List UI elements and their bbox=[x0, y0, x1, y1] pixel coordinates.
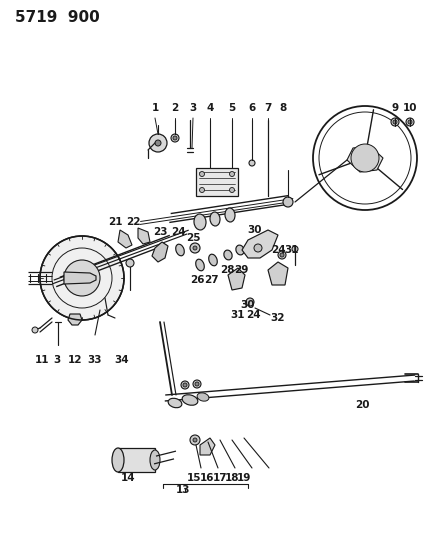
Text: 5: 5 bbox=[229, 103, 236, 113]
Circle shape bbox=[173, 136, 177, 140]
Ellipse shape bbox=[225, 208, 235, 222]
Text: 4: 4 bbox=[206, 103, 214, 113]
Text: 27: 27 bbox=[204, 275, 218, 285]
Text: 32: 32 bbox=[271, 313, 285, 323]
Circle shape bbox=[406, 118, 414, 126]
Text: 9: 9 bbox=[392, 103, 398, 113]
Text: 7: 7 bbox=[265, 103, 272, 113]
Text: 25: 25 bbox=[186, 233, 200, 243]
Polygon shape bbox=[242, 230, 278, 258]
Circle shape bbox=[149, 134, 167, 152]
Text: 30: 30 bbox=[241, 300, 255, 310]
Text: 14: 14 bbox=[121, 473, 135, 483]
Polygon shape bbox=[228, 268, 245, 290]
Text: 8: 8 bbox=[279, 103, 287, 113]
Text: 29: 29 bbox=[234, 265, 248, 275]
Text: 3: 3 bbox=[189, 103, 196, 113]
Circle shape bbox=[280, 253, 284, 257]
Circle shape bbox=[254, 244, 262, 252]
Circle shape bbox=[246, 298, 254, 306]
Circle shape bbox=[126, 259, 134, 267]
Text: 24: 24 bbox=[270, 245, 285, 255]
Ellipse shape bbox=[194, 214, 206, 230]
Circle shape bbox=[393, 120, 397, 124]
Circle shape bbox=[190, 435, 200, 445]
Text: 24: 24 bbox=[171, 227, 185, 237]
Ellipse shape bbox=[224, 250, 232, 260]
Ellipse shape bbox=[210, 212, 220, 226]
Circle shape bbox=[40, 236, 124, 320]
Ellipse shape bbox=[176, 244, 184, 256]
Text: 6: 6 bbox=[248, 103, 256, 113]
Circle shape bbox=[155, 140, 161, 146]
Ellipse shape bbox=[168, 398, 182, 408]
Circle shape bbox=[183, 383, 187, 387]
Circle shape bbox=[190, 243, 200, 253]
Circle shape bbox=[32, 327, 38, 333]
Circle shape bbox=[199, 172, 205, 176]
Ellipse shape bbox=[197, 393, 209, 401]
Text: 1: 1 bbox=[152, 103, 159, 113]
Text: 22: 22 bbox=[126, 217, 140, 227]
Circle shape bbox=[193, 380, 201, 388]
Circle shape bbox=[351, 144, 379, 172]
Text: 33: 33 bbox=[88, 355, 102, 365]
Text: 11: 11 bbox=[35, 355, 49, 365]
Ellipse shape bbox=[236, 245, 244, 255]
Text: 2: 2 bbox=[171, 103, 178, 113]
Text: 34: 34 bbox=[115, 355, 129, 365]
Text: 23: 23 bbox=[153, 227, 167, 237]
Text: 17: 17 bbox=[213, 473, 227, 483]
Polygon shape bbox=[268, 262, 288, 285]
Circle shape bbox=[181, 381, 189, 389]
Circle shape bbox=[229, 188, 235, 192]
Circle shape bbox=[391, 118, 399, 126]
Circle shape bbox=[292, 246, 298, 252]
Ellipse shape bbox=[112, 448, 124, 472]
Text: 31: 31 bbox=[231, 310, 245, 320]
Circle shape bbox=[199, 188, 205, 192]
Polygon shape bbox=[138, 228, 150, 244]
Text: 26: 26 bbox=[190, 275, 204, 285]
Polygon shape bbox=[118, 230, 132, 248]
Text: 18: 18 bbox=[225, 473, 239, 483]
Polygon shape bbox=[152, 242, 168, 262]
Text: 21: 21 bbox=[108, 217, 122, 227]
Text: 15: 15 bbox=[187, 473, 201, 483]
Text: 5719  900: 5719 900 bbox=[15, 11, 100, 26]
Text: 10: 10 bbox=[403, 103, 417, 113]
Circle shape bbox=[171, 134, 179, 142]
Polygon shape bbox=[118, 448, 155, 472]
Circle shape bbox=[195, 382, 199, 386]
Polygon shape bbox=[200, 438, 215, 455]
Text: 20: 20 bbox=[355, 400, 369, 410]
Text: 13: 13 bbox=[176, 485, 190, 495]
Circle shape bbox=[229, 172, 235, 176]
Circle shape bbox=[249, 160, 255, 166]
Text: 31: 31 bbox=[285, 245, 299, 255]
Text: 19: 19 bbox=[237, 473, 251, 483]
Text: 3: 3 bbox=[54, 355, 61, 365]
Polygon shape bbox=[64, 272, 96, 284]
Text: 12: 12 bbox=[68, 355, 82, 365]
Circle shape bbox=[193, 438, 197, 442]
Circle shape bbox=[278, 251, 286, 259]
Text: 24: 24 bbox=[246, 310, 260, 320]
Text: 28: 28 bbox=[220, 265, 234, 275]
Circle shape bbox=[64, 260, 100, 296]
Polygon shape bbox=[68, 314, 82, 325]
Ellipse shape bbox=[182, 395, 198, 405]
Ellipse shape bbox=[196, 259, 204, 271]
Polygon shape bbox=[347, 146, 383, 172]
Ellipse shape bbox=[209, 254, 217, 266]
Bar bbox=[196, 168, 238, 196]
Circle shape bbox=[283, 197, 293, 207]
Circle shape bbox=[408, 120, 412, 124]
Text: 30: 30 bbox=[248, 225, 262, 235]
Circle shape bbox=[193, 246, 197, 250]
Ellipse shape bbox=[150, 450, 160, 470]
Text: 16: 16 bbox=[200, 473, 214, 483]
